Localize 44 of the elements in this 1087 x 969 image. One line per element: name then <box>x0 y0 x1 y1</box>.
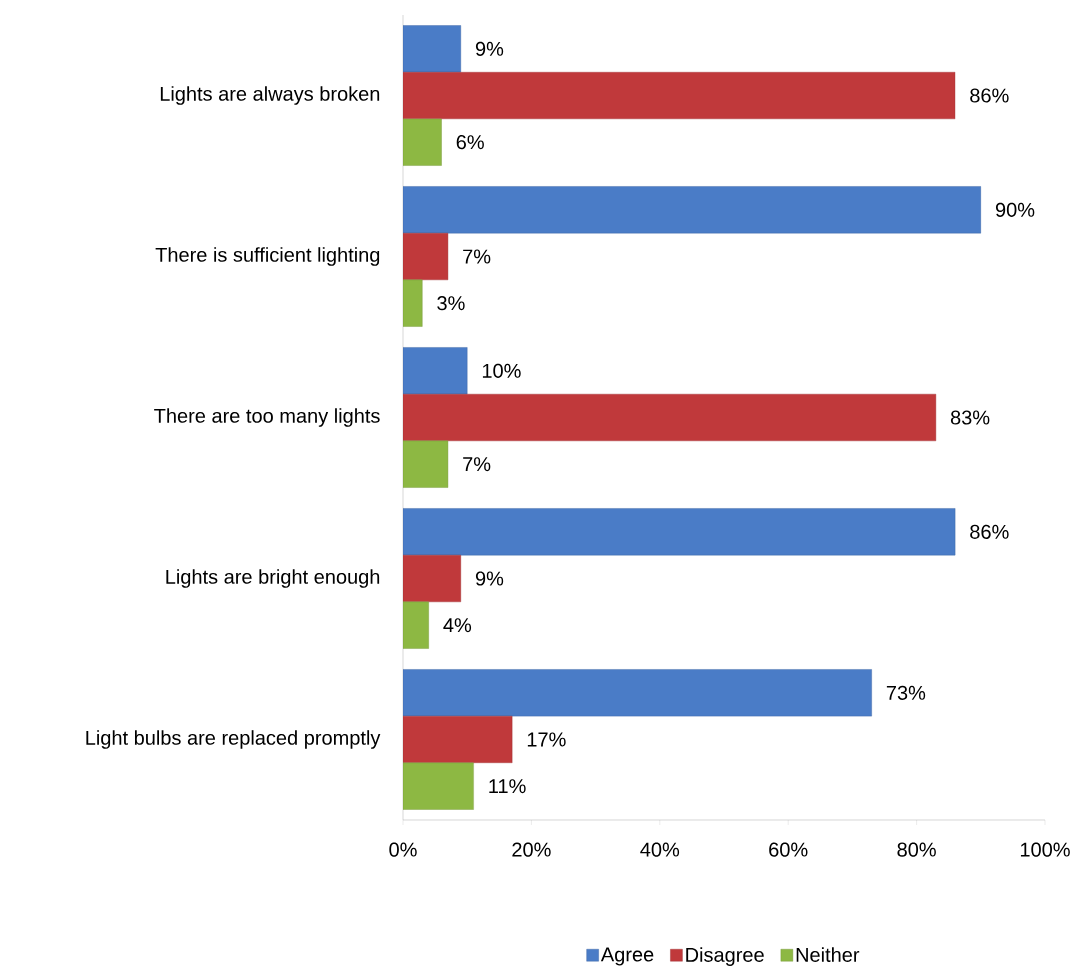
legend-label: Neither <box>796 947 860 962</box>
bar <box>403 715 513 764</box>
x-tick-label: 20% <box>512 842 551 857</box>
data-label: 4% <box>443 618 472 633</box>
bar <box>403 71 956 120</box>
bar <box>403 762 474 810</box>
bar <box>403 186 981 234</box>
legend-label: Agree <box>600 947 654 966</box>
data-label: 83% <box>950 410 990 425</box>
x-tick-label: 100% <box>1020 842 1070 857</box>
data-label: 73% <box>886 685 926 700</box>
data-label: 7% <box>463 249 491 264</box>
data-label: 3% <box>437 296 465 311</box>
bar <box>403 669 872 717</box>
data-label: 10% <box>482 363 521 378</box>
data-label: 9% <box>475 41 504 56</box>
data-label: 6% <box>456 135 484 150</box>
bar <box>403 601 429 649</box>
bar <box>403 25 461 73</box>
bar <box>403 393 937 442</box>
x-tick-label: 80% <box>897 842 936 857</box>
y-tick-label: There are too many lights <box>154 408 380 427</box>
bar <box>403 554 461 603</box>
data-label: 9% <box>475 571 504 586</box>
data-label: 86% <box>970 524 1009 539</box>
bar <box>403 508 956 556</box>
data-label: 11% <box>489 779 526 794</box>
bar <box>403 118 442 166</box>
data-label: 86% <box>970 88 1009 103</box>
y-tick-label: Light bulbs are replaced promptly <box>86 730 381 749</box>
bar <box>403 440 449 488</box>
y-tick-label: Lights are always broken <box>160 86 380 105</box>
bar <box>403 279 423 327</box>
data-label: 90% <box>995 202 1035 217</box>
legend-label: Disagree <box>686 947 764 966</box>
bar <box>403 347 468 395</box>
x-tick-label: 0% <box>389 842 417 857</box>
y-tick-label: There is sufficient lighting <box>155 247 380 266</box>
data-label: 17% <box>527 732 566 747</box>
data-label: 7% <box>463 457 491 472</box>
y-tick-label: Lights are bright enough <box>166 569 380 588</box>
bar <box>403 232 449 281</box>
x-tick-label: 60% <box>769 842 808 857</box>
x-tick-label: 40% <box>640 842 680 857</box>
